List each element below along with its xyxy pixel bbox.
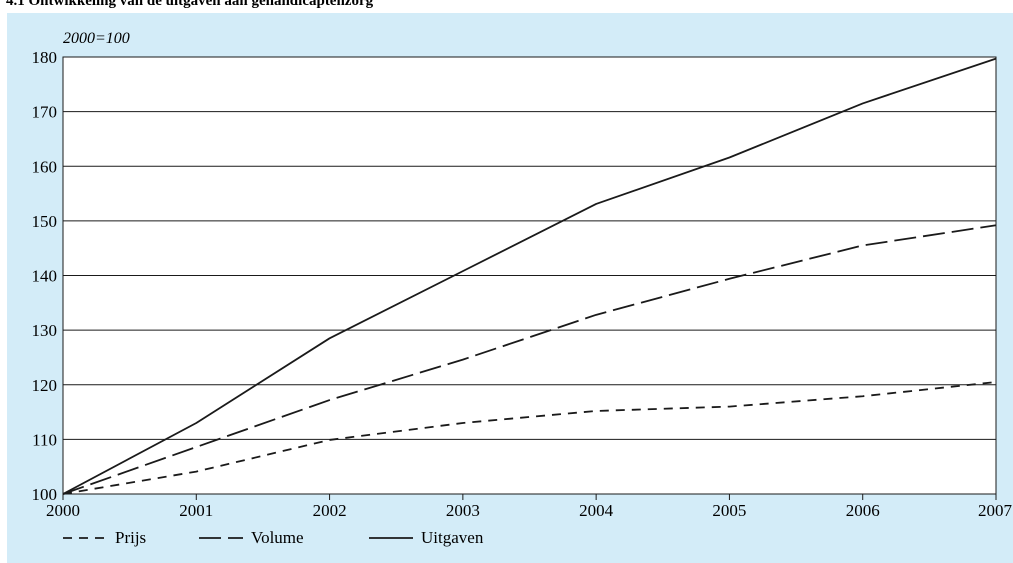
x-tick-label: 2002 [313,501,347,520]
x-tick-label: 2004 [579,501,614,520]
chart-title: 4.1 Ontwikkeling van de uitgaven aan geh… [6,0,374,9]
y-tick-label: 180 [32,48,58,67]
x-tick-label: 2005 [712,501,746,520]
x-tick-label: 2000 [46,501,80,520]
y-tick-label: 100 [32,485,58,504]
y-tick-label: 170 [32,103,58,122]
x-tick-label: 2003 [446,501,480,520]
unit-label: 2000=100 [63,30,130,47]
legend: Prijs Volume Uitgaven [63,528,484,547]
legend-label-uitgaven: Uitgaven [421,528,484,547]
legend-label-prijs: Prijs [115,528,146,547]
line-chart: 100 110 120 130 140 150 160 170 180 2000 2001 2002 2… [7,13,1013,563]
legend-label-volume: Volume [251,528,304,547]
x-tick-label: 2006 [846,501,880,520]
y-tick-label: 140 [32,267,58,286]
y-tick-label: 160 [32,157,58,176]
x-tick-label: 2007 [978,501,1013,520]
y-tick-label: 150 [32,212,58,231]
series-line-prijs [62,381,997,495]
chart-panel: 100 110 120 130 140 150 160 170 180 2000 2001 2002 2… [7,13,1013,563]
y-tick-label: 120 [32,376,58,395]
y-tick-label: 130 [32,321,58,340]
plot-frame [62,56,997,495]
series-line-volume [62,224,997,495]
y-tick-label: 110 [32,430,57,449]
series-line-uitgaven [62,57,997,495]
x-tick-label: 2001 [179,501,213,520]
